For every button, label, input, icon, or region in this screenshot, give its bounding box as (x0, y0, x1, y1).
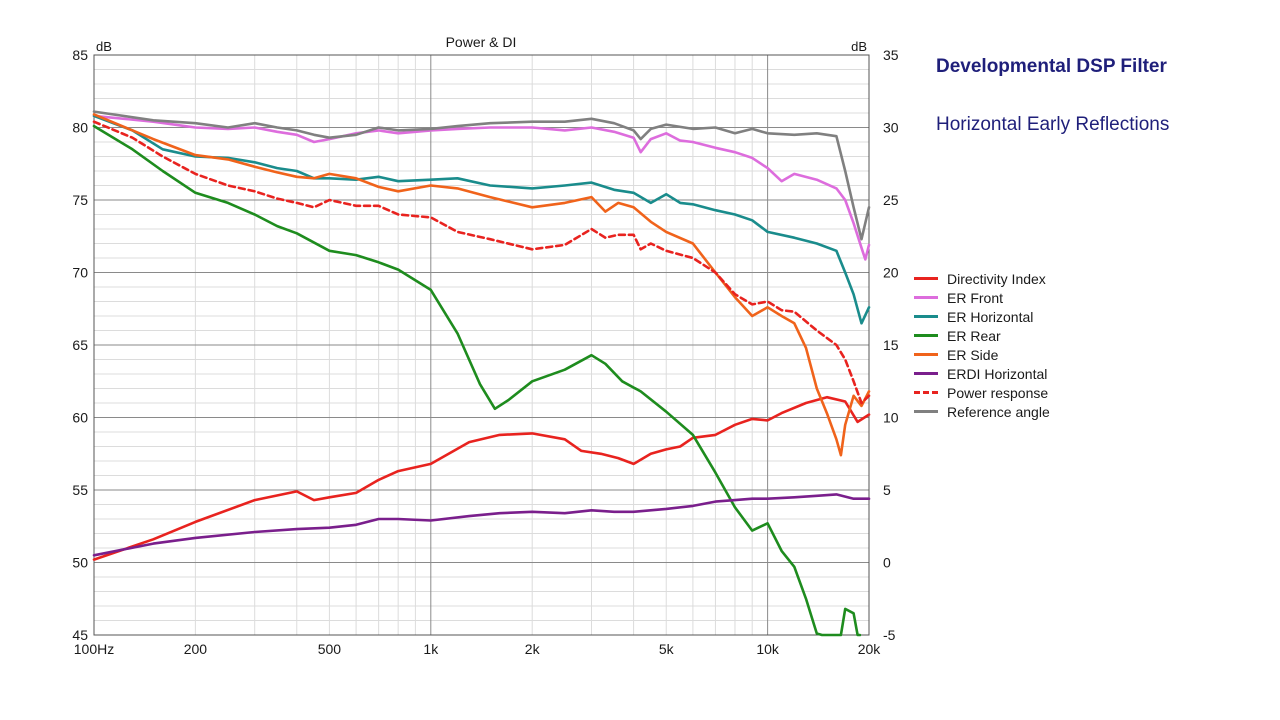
legend-swatch (914, 334, 938, 337)
legend-item: ER Rear (914, 326, 1050, 345)
x-axis-tick-label: 1k (423, 641, 439, 657)
series-line-er-side (92, 113, 871, 457)
x-axis-tick-label: 100Hz (74, 641, 114, 657)
series-line-reference-angle (92, 110, 871, 241)
legend-swatch (914, 410, 938, 413)
legend-item: Power response (914, 383, 1050, 402)
series-line-power-response (92, 120, 871, 405)
left-axis-tick-label: 65 (72, 337, 88, 353)
x-axis-tick-label: 5k (659, 641, 675, 657)
legend-swatch (914, 391, 938, 394)
legend-item: Directivity Index (914, 269, 1050, 288)
legend-label: ERDI Horizontal (947, 365, 1048, 382)
left-axis-tick-label: 50 (72, 555, 88, 571)
right-axis-tick-label: 15 (883, 337, 899, 353)
legend-swatch (914, 372, 938, 375)
legend-label: ER Horizontal (947, 308, 1034, 325)
chart-title: Power & DI (446, 34, 517, 50)
legend-label: ER Rear (947, 327, 1001, 344)
right-axis-tick-label: 25 (883, 192, 899, 208)
legend-item: Reference angle (914, 402, 1050, 421)
legend-swatch (914, 277, 938, 280)
right-axis-tick-label: 20 (883, 265, 899, 281)
left-axis-unit: dB (96, 39, 112, 54)
legend-item: ER Horizontal (914, 307, 1050, 326)
x-axis-tick-label: 500 (318, 641, 342, 657)
right-axis-tick-label: 10 (883, 410, 899, 426)
legend-item: ER Side (914, 345, 1050, 364)
left-axis-tick-label: 85 (72, 47, 88, 63)
slide-heading: Developmental DSP Filter (936, 56, 1167, 77)
right-axis-tick-label: 5 (883, 482, 891, 498)
series-line-er-horizontal (92, 114, 871, 325)
left-axis-tick-label: 75 (72, 192, 88, 208)
slide-subheading: Horizontal Early Reflections (936, 114, 1170, 135)
series-line-er-rear (92, 124, 862, 637)
legend-item: ER Front (914, 288, 1050, 307)
legend-label: Power response (947, 384, 1049, 401)
legend-label: Directivity Index (947, 270, 1046, 287)
series-layer (92, 110, 871, 637)
legend-label: ER Front (947, 289, 1004, 306)
minor-gridlines (94, 55, 870, 635)
right-axis-unit: dB (851, 39, 867, 54)
x-axis-tick-label: 2k (525, 641, 541, 657)
right-axis-tick-label: -5 (883, 627, 896, 643)
legend-label: ER Side (947, 346, 999, 363)
right-axis-tick-label: 30 (883, 120, 899, 136)
left-axis-tick-label: 55 (72, 482, 88, 498)
legend-swatch (914, 296, 938, 299)
series-line-er-front (92, 114, 871, 261)
left-axis-tick-label: 70 (72, 265, 88, 281)
left-axis-tick-label: 60 (72, 410, 88, 426)
legend-label: Reference angle (947, 403, 1050, 420)
series-line-erdi-horizontal (92, 493, 871, 557)
x-axis-tick-label: 200 (184, 641, 208, 657)
x-axis-tick-label: 20k (858, 641, 882, 657)
right-axis-tick-label: 35 (883, 47, 899, 63)
plot-frame (93, 54, 870, 636)
chart-legend: Directivity Index ER Front ER Horizontal ER… (914, 269, 1050, 421)
series-line-directivity-index (92, 395, 871, 561)
right-axis-tick-label: 0 (883, 555, 891, 571)
left-axis-tick-label: 80 (72, 120, 88, 136)
left-axis-tick-label: 45 (72, 627, 88, 643)
legend-swatch (914, 353, 938, 356)
x-axis-tick-label: 10k (756, 641, 780, 657)
legend-item: ERDI Horizontal (914, 364, 1050, 383)
legend-swatch (914, 315, 938, 318)
